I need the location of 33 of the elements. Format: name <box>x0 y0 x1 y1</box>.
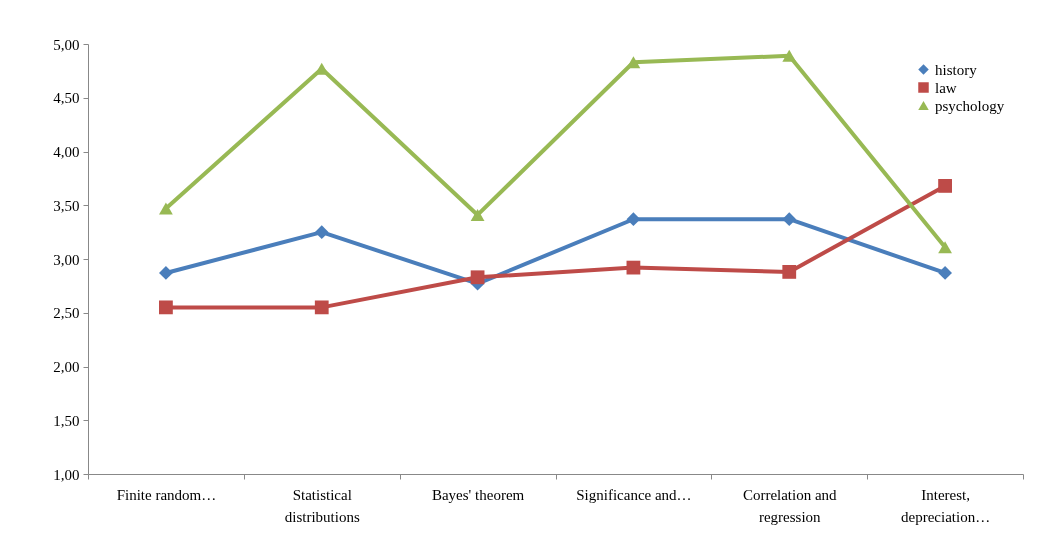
point <box>159 266 173 280</box>
y-tick-label: 1,00 <box>53 466 80 483</box>
point <box>470 270 485 285</box>
y-tick-label: 3,00 <box>53 251 80 268</box>
y-tick-label: 2,00 <box>53 359 80 375</box>
y-tick-label: 5,00 <box>53 36 80 53</box>
point <box>159 300 173 315</box>
legend-label: psychology <box>935 97 1005 114</box>
x-tick-label: Finite random… <box>116 486 217 503</box>
y-tick-label: 1,50 <box>53 412 80 429</box>
point <box>938 266 952 280</box>
y-tick-label: 4,50 <box>53 90 80 107</box>
point <box>626 212 641 227</box>
point <box>782 265 797 279</box>
y-tick-label: 3,50 <box>53 197 80 214</box>
point <box>938 179 952 193</box>
legend-label: history <box>935 61 978 78</box>
point <box>159 202 173 215</box>
legend-label: law <box>935 79 957 96</box>
x-tick-label: Interest, depreciation… <box>901 486 991 525</box>
point <box>314 225 329 240</box>
x-tick-label: Significance and… <box>576 486 692 503</box>
point <box>782 49 797 62</box>
point <box>782 212 797 227</box>
point <box>470 208 485 221</box>
point <box>314 300 329 315</box>
x-tick-label: Bayes' theorem <box>431 486 525 503</box>
x-tick-label: Statistical distributions <box>284 486 360 525</box>
x-tick-label: Correlation and regression <box>742 486 838 525</box>
point <box>938 241 952 254</box>
point <box>626 56 641 69</box>
y-tick-label: 2,50 <box>53 305 80 322</box>
y-tick-label: 4,00 <box>53 144 80 160</box>
